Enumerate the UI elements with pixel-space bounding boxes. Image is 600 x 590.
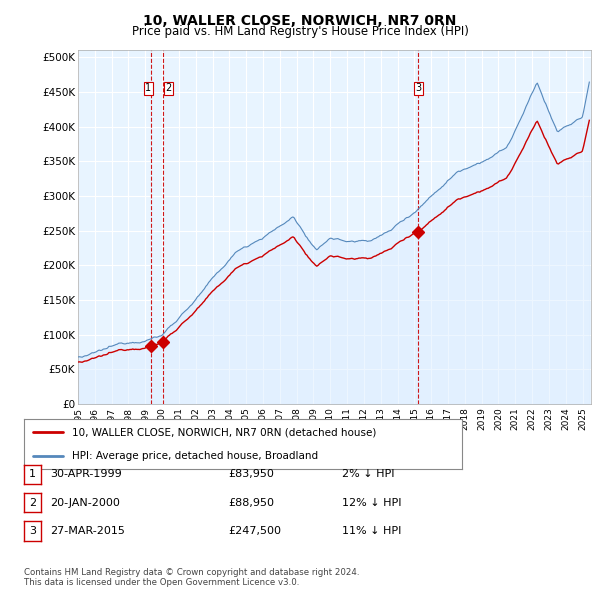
Text: 10, WALLER CLOSE, NORWICH, NR7 0RN (detached house): 10, WALLER CLOSE, NORWICH, NR7 0RN (deta…	[72, 427, 377, 437]
Text: Price paid vs. HM Land Registry's House Price Index (HPI): Price paid vs. HM Land Registry's House …	[131, 25, 469, 38]
Text: 1: 1	[145, 83, 151, 93]
Text: 1: 1	[29, 470, 36, 479]
Text: 30-APR-1999: 30-APR-1999	[50, 470, 122, 479]
Text: Contains HM Land Registry data © Crown copyright and database right 2024.
This d: Contains HM Land Registry data © Crown c…	[24, 568, 359, 587]
Text: 27-MAR-2015: 27-MAR-2015	[50, 526, 125, 536]
Text: 3: 3	[29, 526, 36, 536]
Text: £247,500: £247,500	[228, 526, 281, 536]
Text: £83,950: £83,950	[228, 470, 274, 479]
Text: 11% ↓ HPI: 11% ↓ HPI	[342, 526, 401, 536]
Text: 2% ↓ HPI: 2% ↓ HPI	[342, 470, 395, 479]
Text: 2: 2	[29, 498, 36, 507]
Text: £88,950: £88,950	[228, 498, 274, 507]
Text: 2: 2	[166, 83, 172, 93]
Text: HPI: Average price, detached house, Broadland: HPI: Average price, detached house, Broa…	[72, 451, 319, 461]
Text: 12% ↓ HPI: 12% ↓ HPI	[342, 498, 401, 507]
Text: 10, WALLER CLOSE, NORWICH, NR7 0RN: 10, WALLER CLOSE, NORWICH, NR7 0RN	[143, 14, 457, 28]
Text: 20-JAN-2000: 20-JAN-2000	[50, 498, 119, 507]
Text: 3: 3	[415, 83, 421, 93]
